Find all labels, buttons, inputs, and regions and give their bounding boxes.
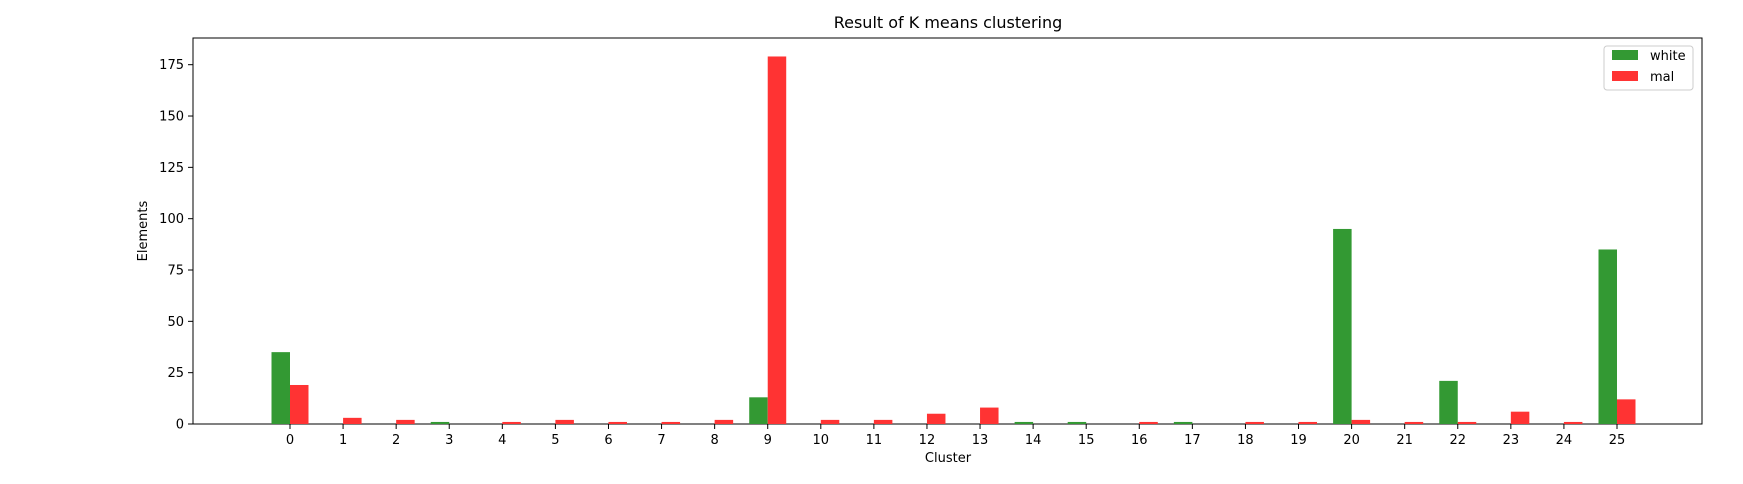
x-tick-label: 17 xyxy=(1184,433,1201,448)
x-tick-label: 20 xyxy=(1343,433,1360,448)
bar-mal-5 xyxy=(555,419,574,424)
bar-white-20 xyxy=(1333,228,1352,424)
x-tick-label: 7 xyxy=(657,433,665,448)
plot-area xyxy=(192,37,1703,425)
x-tick-label: 2 xyxy=(392,433,400,448)
bar-mal-8 xyxy=(714,419,734,424)
bar-white-9 xyxy=(749,397,768,424)
bar-white-14 xyxy=(1014,421,1034,424)
bar-mal-12 xyxy=(926,413,946,424)
bar-mal-2 xyxy=(396,419,415,424)
bar-mal-4 xyxy=(502,421,521,424)
legend-swatch-white xyxy=(1612,50,1638,60)
x-axis-ticks: 0 1 2 3 4 5 6 7 8 9 10 11 12 13 14 15 16 17 18 19 20 21 22 23 24… xyxy=(286,424,1625,448)
chart-title: Result of K means clustering xyxy=(834,13,1063,32)
bar-mal-11 xyxy=(873,419,893,424)
x-tick-label: 3 xyxy=(445,433,453,448)
bar-mal-25 xyxy=(1617,399,1636,424)
bar-mal-13 xyxy=(980,407,999,424)
bar-mal-6 xyxy=(608,421,627,424)
y-tick-label: 150 xyxy=(159,110,184,125)
x-tick-label: 21 xyxy=(1396,433,1413,448)
x-tick-label: 11 xyxy=(866,433,883,448)
y-axis-label: Elements xyxy=(136,200,151,261)
x-tick-label: 15 xyxy=(1078,433,1095,448)
x-tick-label: 19 xyxy=(1290,433,1307,448)
y-tick-label: 100 xyxy=(159,212,184,227)
bar-mal-18 xyxy=(1245,421,1264,424)
bar-mal-23 xyxy=(1510,411,1530,424)
legend: white mal xyxy=(1603,45,1694,91)
x-tick-label: 5 xyxy=(551,433,559,448)
bar-mal-1 xyxy=(343,417,362,424)
x-tick-label: 16 xyxy=(1131,433,1148,448)
x-tick-label: 18 xyxy=(1237,433,1254,448)
bar-mal-22 xyxy=(1457,421,1477,424)
x-tick-label: 23 xyxy=(1503,433,1520,448)
bars-group xyxy=(271,56,1636,424)
x-tick-label: 9 xyxy=(764,433,772,448)
bar-mal-21 xyxy=(1404,421,1424,424)
legend-label-mal: mal xyxy=(1650,70,1674,85)
bar-mal-9 xyxy=(767,56,787,424)
legend-swatch-mal xyxy=(1612,71,1638,81)
bar-white-22 xyxy=(1439,380,1458,424)
legend-label-white: white xyxy=(1650,49,1686,64)
bar-mal-7 xyxy=(661,421,681,424)
x-tick-label: 4 xyxy=(498,433,506,448)
x-tick-label: 24 xyxy=(1556,433,1573,448)
bar-white-17 xyxy=(1173,421,1193,424)
x-tick-label: 6 xyxy=(604,433,612,448)
x-tick-label: 14 xyxy=(1025,433,1042,448)
y-tick-label: 125 xyxy=(159,161,184,176)
bar-white-0 xyxy=(271,352,290,424)
y-axis-ticks: 0 25 50 75 100 125 150 175 xyxy=(159,58,193,433)
x-tick-label: 13 xyxy=(972,433,989,448)
bar-mal-19 xyxy=(1298,421,1318,424)
bar-mal-0 xyxy=(290,384,309,424)
bar-mal-24 xyxy=(1563,421,1583,424)
x-tick-label: 25 xyxy=(1609,433,1626,448)
x-tick-label: 8 xyxy=(710,433,718,448)
x-tick-label: 12 xyxy=(919,433,936,448)
x-tick-label: 10 xyxy=(813,433,830,448)
bar-white-25 xyxy=(1598,249,1617,424)
x-tick-label: 0 xyxy=(286,433,294,448)
y-tick-label: 0 xyxy=(176,418,184,433)
bar-white-3 xyxy=(430,421,450,424)
bar-white-15 xyxy=(1067,421,1087,424)
x-tick-label: 1 xyxy=(339,433,347,448)
x-axis-label: Cluster xyxy=(925,451,972,466)
y-tick-label: 50 xyxy=(167,315,184,330)
y-tick-label: 75 xyxy=(167,264,184,279)
bar-mal-10 xyxy=(820,419,840,424)
y-tick-label: 25 xyxy=(167,366,184,381)
y-tick-label: 175 xyxy=(159,58,184,73)
bar-mal-16 xyxy=(1139,421,1158,424)
bar-mal-20 xyxy=(1351,419,1371,424)
x-tick-label: 22 xyxy=(1449,433,1466,448)
